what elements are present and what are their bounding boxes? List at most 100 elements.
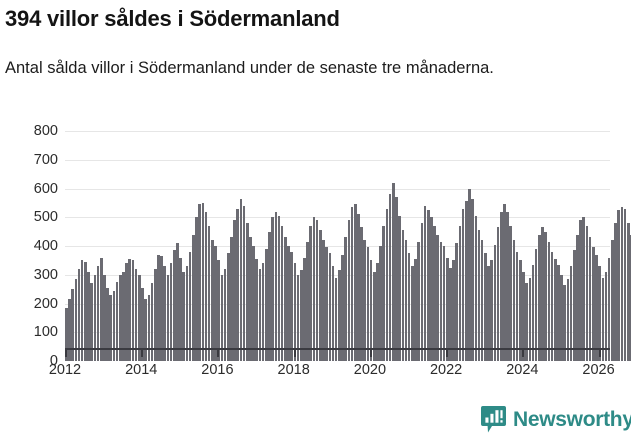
bar xyxy=(84,261,87,361)
gridline xyxy=(65,159,610,161)
bar xyxy=(303,257,306,361)
y-axis-tick-label: 100 xyxy=(33,324,58,341)
bar xyxy=(557,264,560,361)
bar xyxy=(436,234,440,361)
bar xyxy=(261,263,265,361)
bar xyxy=(331,266,335,361)
bar xyxy=(480,240,484,361)
y-axis-tick-label: 600 xyxy=(33,180,58,197)
bar xyxy=(312,217,316,361)
x-axis-tick-mark xyxy=(369,350,372,357)
bar xyxy=(153,269,157,361)
bar xyxy=(115,281,119,361)
bar xyxy=(569,266,573,361)
bar xyxy=(172,250,176,361)
bar xyxy=(452,260,455,361)
bar xyxy=(528,277,532,361)
bar xyxy=(80,260,84,361)
bar xyxy=(287,246,290,361)
bar xyxy=(407,253,411,361)
bar xyxy=(128,258,132,361)
bar xyxy=(411,266,414,361)
bar xyxy=(449,267,452,361)
bar xyxy=(471,198,474,361)
bar xyxy=(258,269,262,361)
x-axis-line xyxy=(65,348,610,350)
bar xyxy=(325,247,328,361)
bar xyxy=(65,307,68,361)
bar xyxy=(236,208,240,361)
bar xyxy=(417,241,420,361)
bar xyxy=(198,204,201,361)
bar xyxy=(404,240,408,361)
bar xyxy=(445,257,449,361)
gridline xyxy=(65,332,610,334)
bar xyxy=(541,227,544,361)
bar xyxy=(274,211,278,361)
newsworthy-logo[interactable]: Newsworthy xyxy=(481,405,631,433)
x-axis-tick-mark xyxy=(141,350,144,357)
bar xyxy=(499,211,503,361)
bar xyxy=(176,243,179,361)
bar xyxy=(382,225,386,361)
bar xyxy=(328,253,332,361)
bar xyxy=(249,237,252,361)
plot-area: 394 xyxy=(65,131,631,361)
bar xyxy=(144,299,147,361)
x-axis-tick-mark xyxy=(217,350,220,357)
bar xyxy=(360,227,363,361)
x-axis-tick-label: 2012 xyxy=(48,362,82,378)
bar xyxy=(201,202,205,361)
bar xyxy=(538,234,541,361)
bar xyxy=(233,220,236,361)
gridline xyxy=(65,217,610,219)
bar xyxy=(468,188,471,361)
x-axis-tick-label: 2024 xyxy=(506,362,539,378)
bar xyxy=(592,247,595,361)
bar xyxy=(214,246,217,361)
bar xyxy=(71,289,74,361)
bar xyxy=(93,274,97,361)
x-axis-tick-label: 2026 xyxy=(582,362,615,378)
bar xyxy=(125,263,128,361)
bar xyxy=(223,269,227,361)
bar xyxy=(211,240,214,361)
bar xyxy=(388,194,392,361)
bar xyxy=(77,269,81,361)
bar xyxy=(582,217,586,361)
bar xyxy=(179,257,182,361)
x-axis-tick-mark xyxy=(522,350,525,357)
bar xyxy=(265,248,268,361)
bar xyxy=(420,223,424,361)
bar xyxy=(271,217,274,361)
bar xyxy=(350,207,354,361)
bar xyxy=(138,274,141,361)
bar xyxy=(141,287,144,361)
bar xyxy=(90,283,93,361)
bar xyxy=(296,274,300,361)
bar xyxy=(506,211,509,361)
bar xyxy=(461,208,465,361)
bar xyxy=(531,264,535,361)
y-axis-tick-label: 400 xyxy=(33,238,58,254)
bar xyxy=(512,240,516,361)
bar xyxy=(363,240,367,361)
bar xyxy=(157,254,160,361)
bar xyxy=(458,225,462,361)
y-axis-tick-label: 0 xyxy=(49,353,58,369)
x-axis-tick-label: 2020 xyxy=(353,362,387,378)
page-subtitle: Antal sålda villor i Södermanland under … xyxy=(5,59,494,77)
y-axis-tick-label: 800 xyxy=(33,123,58,139)
bar xyxy=(134,269,138,361)
newsworthy-wordmark: Newsworthy xyxy=(513,407,631,431)
bar xyxy=(617,210,620,361)
bar xyxy=(112,290,116,361)
bar-chart-bubble-icon xyxy=(481,405,506,433)
bar xyxy=(372,271,376,361)
bar xyxy=(595,254,598,361)
bar xyxy=(195,217,198,361)
bar xyxy=(391,182,395,361)
bar xyxy=(207,225,211,361)
bar xyxy=(588,237,592,361)
